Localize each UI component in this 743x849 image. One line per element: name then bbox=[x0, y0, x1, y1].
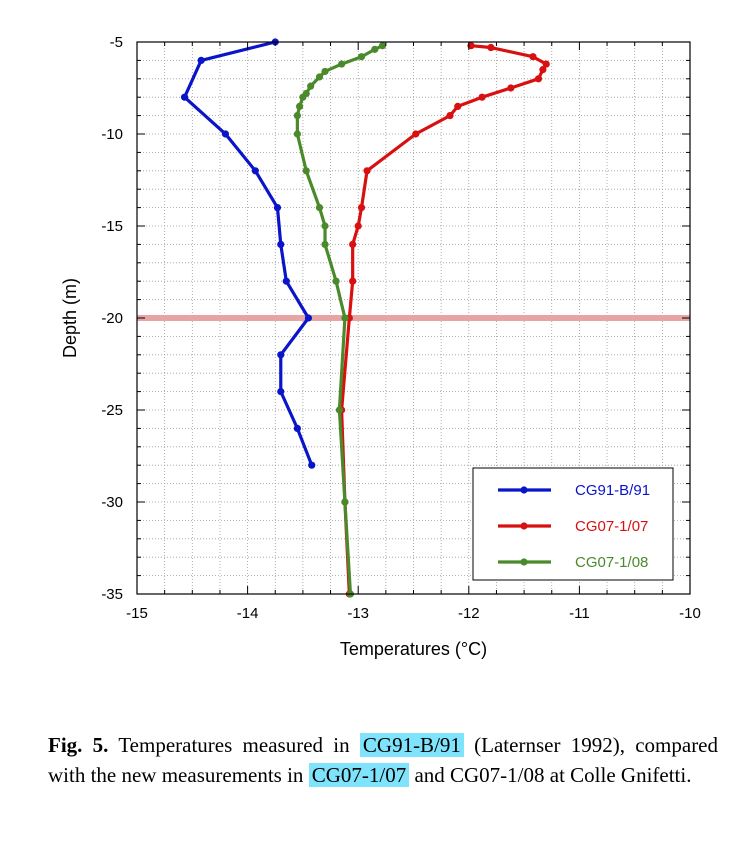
x-tick-label: -14 bbox=[237, 605, 259, 622]
figure-caption: Fig. 5. Temperatures measured in CG91-B/… bbox=[48, 730, 718, 790]
data-point bbox=[349, 277, 357, 285]
data-point bbox=[299, 93, 307, 101]
y-tick-label: -20 bbox=[101, 310, 123, 327]
data-point bbox=[534, 75, 543, 83]
data-point bbox=[542, 60, 550, 68]
series-2 bbox=[293, 42, 387, 598]
data-point bbox=[273, 204, 282, 212]
y-axis-title: Depth (m) bbox=[60, 278, 80, 358]
data-point bbox=[307, 82, 315, 90]
data-point bbox=[321, 240, 329, 248]
data-point bbox=[315, 204, 324, 212]
y-tick-label: -15 bbox=[101, 218, 123, 235]
caption-text-2: (Laternser 1992), compared with the new … bbox=[48, 733, 719, 787]
axis-ticks: -15 -14 -13 -12 -11 -10 -5 -10 -15 -20 -25 -30 -35 bbox=[101, 34, 701, 622]
caption-text-1: Temperatures measured in bbox=[108, 733, 360, 757]
legend-swatch-marker bbox=[520, 522, 528, 530]
highlight-cg07-07: CG07-1/07 bbox=[308, 763, 410, 787]
data-point bbox=[454, 102, 462, 110]
data-point bbox=[293, 112, 301, 120]
data-point bbox=[221, 130, 230, 138]
data-point bbox=[357, 204, 366, 212]
data-point bbox=[341, 314, 349, 322]
data-point bbox=[293, 424, 301, 432]
data-point bbox=[277, 240, 285, 248]
legend-label: CG07-1/07 bbox=[575, 518, 648, 535]
x-tick-label: -12 bbox=[458, 605, 480, 622]
data-point bbox=[277, 351, 285, 359]
legend-swatch-marker bbox=[520, 558, 528, 566]
x-tick-label: -11 bbox=[569, 605, 590, 622]
data-point bbox=[363, 167, 371, 175]
data-point bbox=[507, 84, 515, 92]
data-point bbox=[332, 277, 340, 285]
data-point bbox=[308, 461, 316, 469]
series-line bbox=[182, 40, 314, 466]
data-point bbox=[349, 240, 357, 248]
data-point bbox=[357, 53, 366, 61]
x-tick-label: -10 bbox=[679, 605, 701, 622]
x-tick-label: -15 bbox=[126, 605, 148, 622]
series-0 bbox=[180, 38, 316, 469]
chart: -15 -14 -13 -12 -11 -10 -5 -10 -15 -20 -25 -30 -35 T… bbox=[60, 34, 701, 659]
data-point bbox=[539, 66, 547, 74]
legend-swatch-marker bbox=[520, 486, 528, 494]
data-point bbox=[282, 277, 290, 285]
data-point bbox=[293, 130, 301, 138]
data-point bbox=[197, 56, 205, 64]
y-tick-label: -10 bbox=[101, 126, 123, 143]
figure-label: Fig. 5. bbox=[48, 733, 109, 757]
data-point bbox=[321, 67, 329, 76]
data-point bbox=[446, 112, 454, 120]
data-point bbox=[341, 498, 349, 506]
data-point bbox=[304, 314, 313, 322]
legend-label: CG91-B/91 bbox=[575, 482, 650, 499]
y-tick-label: -35 bbox=[101, 586, 123, 603]
data-point bbox=[180, 93, 189, 101]
y-tick-label: -5 bbox=[110, 34, 123, 51]
y-tick-label: -30 bbox=[101, 494, 123, 511]
data-point bbox=[315, 73, 324, 81]
data-point bbox=[295, 102, 304, 110]
data-point bbox=[487, 43, 495, 52]
data-point bbox=[354, 222, 362, 230]
series-layer bbox=[180, 38, 550, 598]
data-point bbox=[302, 167, 310, 175]
y-tick-label: -25 bbox=[101, 402, 123, 419]
data-point bbox=[338, 60, 346, 68]
x-tick-label: -13 bbox=[347, 605, 369, 622]
data-point bbox=[277, 388, 285, 396]
highlight-cg91: CG91-B/91 bbox=[359, 733, 464, 757]
data-point bbox=[321, 222, 329, 230]
legend-label: CG07-1/08 bbox=[575, 554, 648, 571]
legend: CG91-B/91 CG07-1/07 CG07-1/08 bbox=[472, 467, 674, 581]
data-point bbox=[335, 406, 343, 414]
x-axis-title: Temperatures (°C) bbox=[340, 639, 487, 659]
reference-band bbox=[137, 315, 690, 321]
caption-text-3: and CG07-1/08 at Colle Gnifetti. bbox=[409, 763, 692, 787]
data-point bbox=[478, 93, 486, 101]
data-point bbox=[251, 167, 259, 175]
data-point bbox=[412, 130, 420, 138]
data-point bbox=[371, 45, 379, 53]
data-point bbox=[529, 53, 537, 61]
data-point bbox=[378, 42, 387, 50]
